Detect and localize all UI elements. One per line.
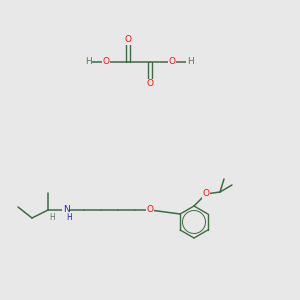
Text: O: O [146, 80, 154, 88]
Text: O: O [124, 35, 131, 44]
Text: O: O [146, 206, 154, 214]
Text: O: O [202, 190, 209, 199]
Text: H: H [66, 214, 72, 223]
Text: H: H [187, 58, 194, 67]
Text: O: O [103, 58, 110, 67]
Text: H: H [85, 58, 92, 67]
Text: O: O [169, 58, 176, 67]
Text: H: H [49, 214, 55, 223]
Text: N: N [63, 206, 69, 214]
